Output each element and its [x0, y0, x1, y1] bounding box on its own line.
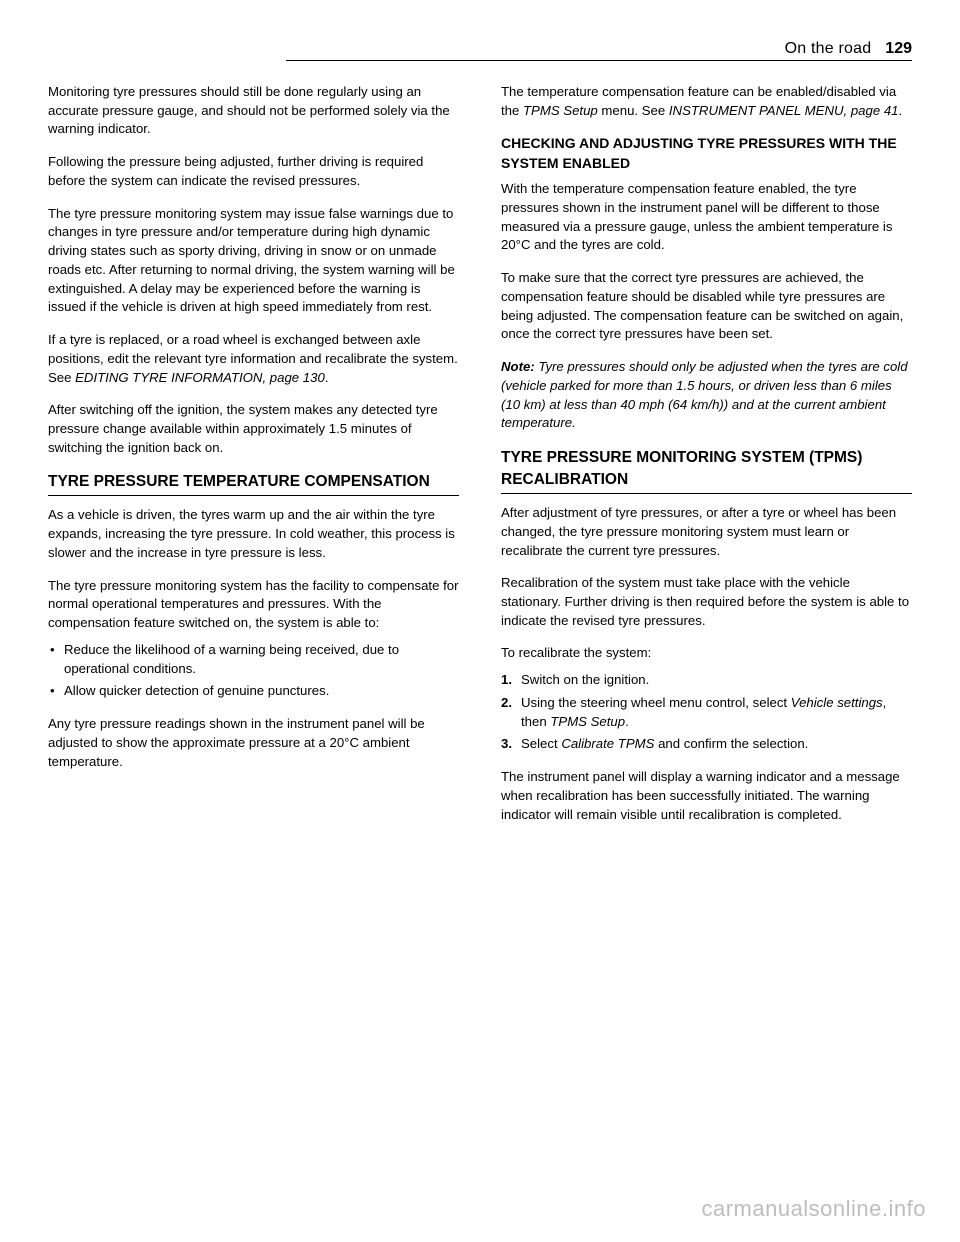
bullet-list: Reduce the likelihood of a warning being… [48, 641, 459, 701]
body-text: . [325, 370, 329, 385]
section-heading: TYRE PRESSURE MONITORING SYSTEM (TPMS) R… [501, 447, 912, 494]
body-text: If a tyre is replaced, or a road wheel i… [48, 331, 459, 387]
body-text: . [899, 103, 903, 118]
step-text: Using the steering wheel menu control, s… [521, 694, 912, 731]
section-heading: TYRE PRESSURE TEMPERATURE COMPENSATION [48, 471, 459, 496]
right-column: The temperature compensation feature can… [501, 83, 912, 838]
content-columns: Monitoring tyre pressures should still b… [48, 83, 912, 838]
body-text: After adjustment of tyre pressures, or a… [501, 504, 912, 560]
subsection-heading: CHECKING AND ADJUSTING TYRE PRESSURES WI… [501, 134, 912, 174]
menu-name: Calibrate TPMS [561, 736, 654, 751]
header-title: On the road [785, 40, 872, 58]
note-text: Note: Tyre pressures should only be adju… [501, 358, 912, 433]
step-text: Switch on the ignition. [521, 671, 912, 690]
left-column: Monitoring tyre pressures should still b… [48, 83, 459, 838]
list-item: Allow quicker detection of genuine punct… [48, 682, 459, 701]
cross-reference: EDITING TYRE INFORMATION, page 130 [75, 370, 325, 385]
cross-reference: INSTRUMENT PANEL MENU, page 41 [669, 103, 899, 118]
menu-name: Vehicle settings [791, 695, 883, 710]
step-number: 2. [501, 694, 521, 731]
body-text: The tyre pressure monitoring system has … [48, 577, 459, 633]
list-item: Reduce the likelihood of a warning being… [48, 641, 459, 678]
body-text: Any tyre pressure readings shown in the … [48, 715, 459, 771]
list-item: 1. Switch on the ignition. [501, 671, 912, 690]
list-item: 3. Select Calibrate TPMS and confirm the… [501, 735, 912, 754]
body-text: Tyre pressures should only be adjusted w… [501, 359, 908, 430]
menu-name: TPMS Setup [523, 103, 598, 118]
note-label: Note: [501, 359, 535, 374]
step-number: 3. [501, 735, 521, 754]
menu-name: TPMS Setup [550, 714, 625, 729]
watermark-text: carmanualsonline.info [701, 1196, 926, 1222]
list-item: 2. Using the steering wheel menu control… [501, 694, 912, 731]
body-text: As a vehicle is driven, the tyres warm u… [48, 506, 459, 562]
header-page-number: 129 [885, 40, 912, 58]
body-text: The tyre pressure monitoring system may … [48, 205, 459, 317]
body-text: Recalibration of the system must take pl… [501, 574, 912, 630]
page-header: On the road 129 [286, 40, 912, 61]
step-text: Select Calibrate TPMS and confirm the se… [521, 735, 912, 754]
step-number: 1. [501, 671, 521, 690]
body-text: With the temperature compensation featur… [501, 180, 912, 255]
body-text: To make sure that the correct tyre press… [501, 269, 912, 344]
body-text: To recalibrate the system: [501, 644, 912, 663]
body-text: Monitoring tyre pressures should still b… [48, 83, 459, 139]
body-text: Following the pressure being adjusted, f… [48, 153, 459, 190]
body-text: After switching off the ignition, the sy… [48, 401, 459, 457]
body-text: The temperature compensation feature can… [501, 83, 912, 120]
body-text: menu. See [598, 103, 669, 118]
body-text: The instrument panel will display a warn… [501, 768, 912, 824]
numbered-list: 1. Switch on the ignition. 2. Using the … [501, 671, 912, 754]
